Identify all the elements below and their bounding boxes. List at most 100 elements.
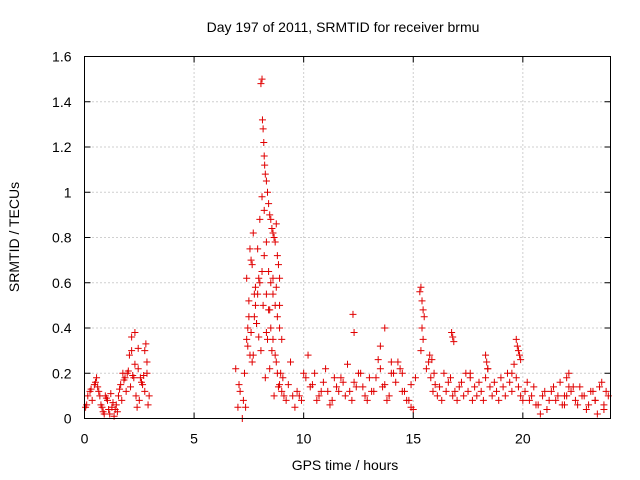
data-point (278, 335, 286, 343)
data-point (276, 324, 284, 332)
data-point (567, 387, 575, 395)
data-point (361, 392, 369, 400)
data-point (430, 369, 438, 377)
data-point (602, 387, 610, 395)
data-point (337, 374, 345, 382)
data-point (466, 369, 474, 377)
data-point (267, 279, 275, 287)
data-point (94, 383, 102, 391)
data-point (376, 365, 384, 373)
data-point (107, 390, 115, 398)
data-point (348, 396, 356, 404)
data-point (143, 358, 151, 366)
data-point (431, 381, 439, 389)
data-point (262, 329, 270, 337)
data-point (550, 383, 558, 391)
data-point (267, 215, 275, 223)
data-point (556, 378, 564, 386)
y-tick-label: 0.6 (52, 275, 72, 291)
data-point (84, 392, 92, 400)
data-point (440, 369, 448, 377)
data-point (265, 267, 273, 275)
y-tick-label: 0.4 (52, 320, 72, 336)
data-point (239, 396, 247, 404)
data-point (541, 387, 549, 395)
data-point (270, 392, 278, 400)
data-point (261, 374, 269, 382)
data-point (576, 383, 584, 391)
data-point (257, 347, 265, 355)
data-point (417, 347, 425, 355)
data-point (261, 161, 269, 169)
data-point (253, 319, 261, 327)
data-point (289, 392, 297, 400)
y-tick-label: 1.6 (52, 49, 72, 65)
data-point (341, 392, 349, 400)
data-point (460, 392, 468, 400)
data-point (254, 245, 262, 253)
data-point (442, 387, 450, 395)
data-point (271, 238, 279, 246)
data-point (247, 256, 255, 264)
data-point (308, 381, 316, 389)
data-point (125, 351, 133, 359)
data-point (477, 387, 485, 395)
data-point (144, 401, 152, 409)
data-point (407, 381, 415, 389)
x-tick-label: 5 (190, 431, 198, 447)
data-point (266, 306, 274, 314)
data-point (429, 387, 437, 395)
data-point (95, 387, 103, 395)
data-point (519, 396, 527, 404)
data-point (433, 392, 441, 400)
data-point (129, 372, 137, 380)
data-point (552, 396, 560, 404)
data-point (457, 378, 465, 386)
data-point (547, 387, 555, 395)
data-point (516, 351, 524, 359)
data-point (295, 392, 303, 400)
data-point (420, 313, 428, 321)
data-point (246, 351, 254, 359)
data-point (240, 369, 248, 377)
data-point (145, 392, 153, 400)
data-point (137, 378, 145, 386)
data-point (482, 374, 490, 382)
data-point (236, 387, 244, 395)
data-point (235, 381, 243, 389)
data-point (260, 138, 268, 146)
data-point (328, 396, 336, 404)
data-point (363, 396, 371, 404)
y-tick-label: 0 (64, 411, 72, 427)
data-point (315, 392, 323, 400)
data-point (118, 396, 126, 404)
data-point (87, 385, 95, 393)
data-point (279, 374, 287, 382)
data-point (260, 152, 268, 160)
data-point (128, 347, 136, 355)
data-point (357, 369, 365, 377)
data-point (517, 356, 525, 364)
data-point (419, 306, 427, 314)
data-point (274, 383, 282, 391)
data-point (591, 396, 599, 404)
data-point (471, 383, 479, 391)
data-point (545, 396, 553, 404)
data-point (255, 274, 263, 282)
data-point (111, 405, 119, 413)
data-point (243, 274, 251, 282)
data-point (272, 220, 280, 228)
data-point (270, 234, 278, 241)
data-point (365, 374, 373, 382)
data-point (392, 378, 400, 386)
data-point (451, 387, 459, 395)
x-axis-ticks: 0 5 10 15 20 (81, 56, 531, 447)
data-point (258, 116, 266, 124)
data-point (464, 387, 472, 395)
x-tick-label: 15 (405, 431, 421, 447)
data-point (256, 279, 264, 287)
data-point (266, 365, 274, 373)
data-point (262, 238, 270, 246)
data-point (394, 358, 402, 366)
data-point (142, 340, 150, 348)
